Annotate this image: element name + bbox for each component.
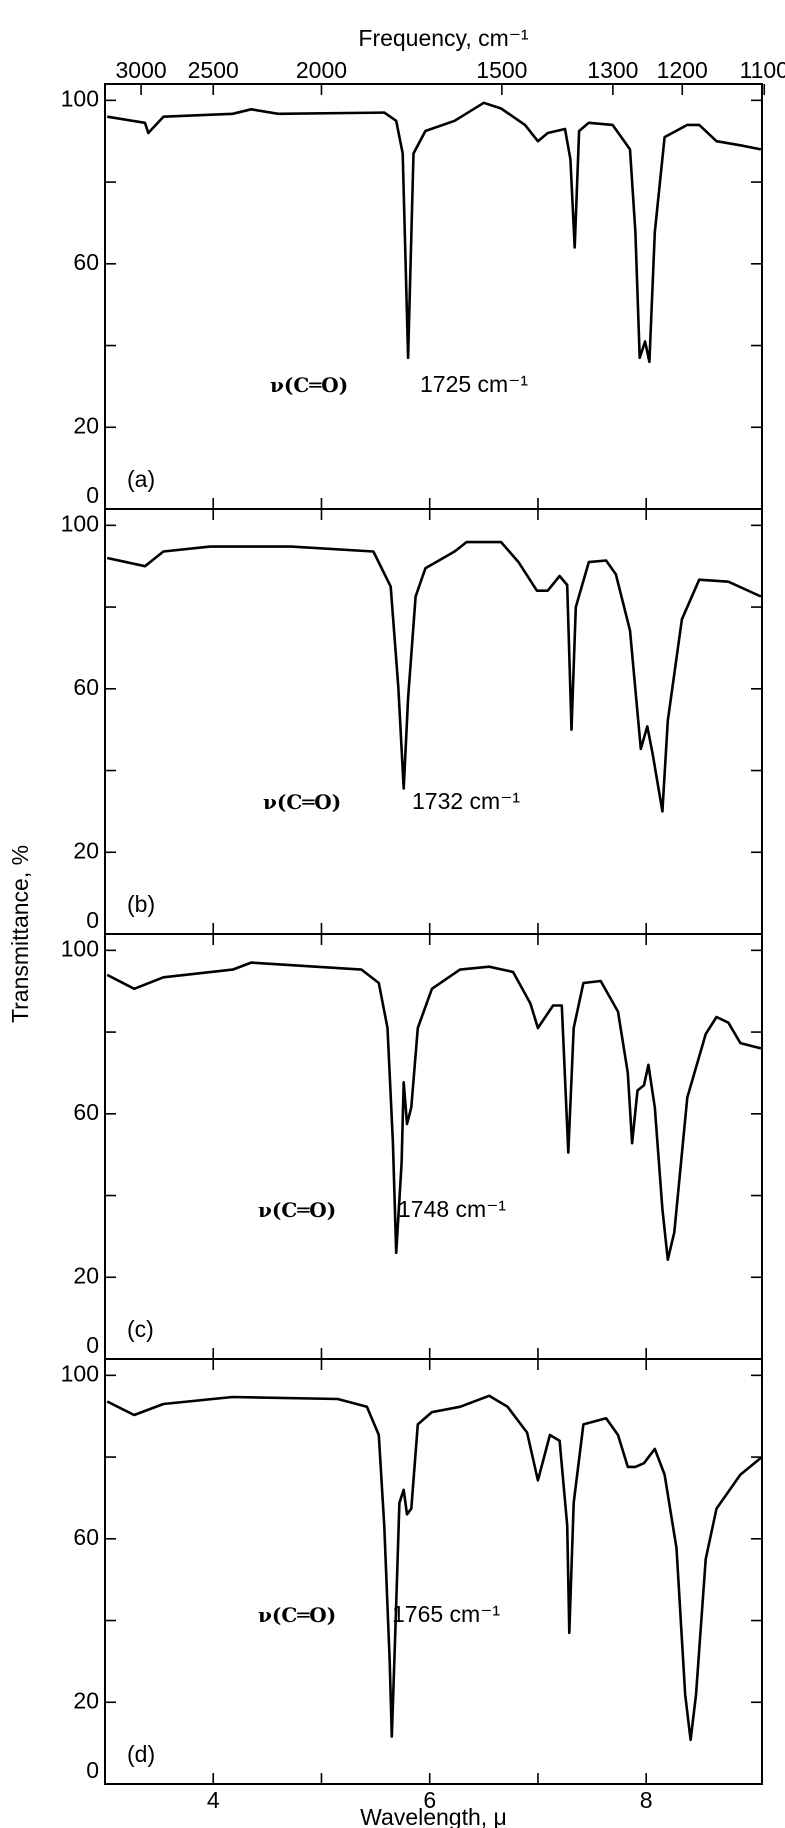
y-tick-label: 100: [61, 510, 99, 536]
panel-label: (a): [127, 466, 155, 492]
y-tick-label: 20: [73, 837, 99, 863]
x2-tick-label: 3000: [115, 57, 166, 83]
x-tick-label: 6: [423, 1787, 436, 1813]
y-tick-label: 100: [61, 85, 99, 111]
annotation: ν(C═O): [263, 790, 341, 814]
annotation-value: 1765 cm⁻¹: [392, 1601, 500, 1627]
x2-tick-label: 1500: [476, 57, 527, 83]
annotation-value: 1725 cm⁻¹: [420, 371, 528, 397]
panel-frame: [104, 1358, 763, 1785]
x-tick-label: 4: [207, 1787, 220, 1813]
x2-tick-label: 2000: [296, 57, 347, 83]
y-tick-label: 0: [86, 907, 99, 933]
annotation: ν(C═O): [258, 1198, 336, 1222]
panel-frame: [104, 933, 763, 1360]
x2-tick-label: 1200: [657, 57, 708, 83]
panel-label: (c): [127, 1316, 154, 1342]
x-tick-label: 8: [640, 1787, 653, 1813]
y-tick-label: 60: [73, 249, 99, 275]
panel-label: (d): [127, 1741, 155, 1767]
y-tick-label: 60: [73, 674, 99, 700]
x2-tick-label: 1300: [587, 57, 638, 83]
y-tick-label: 100: [61, 1360, 99, 1386]
annotation-value: 1748 cm⁻¹: [398, 1196, 506, 1222]
annotation: ν(C═O): [258, 1603, 336, 1627]
spectrum-line: [106, 101, 762, 364]
y-tick-label: 20: [73, 1687, 99, 1713]
annotation-value: 1732 cm⁻¹: [412, 788, 520, 814]
x-axis-title: Wavelength, μ: [360, 1804, 507, 1828]
y-axis-title: Transmittance, %: [7, 845, 33, 1023]
y-tick-label: 100: [61, 935, 99, 961]
y-tick-label: 60: [73, 1099, 99, 1125]
panel-frame: [104, 508, 763, 935]
panel-label: (b): [127, 891, 155, 917]
annotation: ν(C═O): [270, 373, 348, 397]
y-tick-label: 0: [86, 1757, 99, 1783]
spectrum-line: [106, 1394, 762, 1742]
y-tick-label: 0: [86, 482, 99, 508]
y-tick-label: 20: [73, 412, 99, 438]
y-tick-label: 0: [86, 1332, 99, 1358]
x2-tick-label: 1100: [740, 57, 785, 83]
x2-axis-title: Frequency, cm⁻¹: [358, 25, 529, 51]
y-tick-label: 60: [73, 1524, 99, 1550]
y-tick-label: 20: [73, 1262, 99, 1288]
spectrum-line: [106, 961, 762, 1261]
spectrum-line: [106, 540, 762, 813]
x2-tick-label: 2500: [188, 57, 239, 83]
